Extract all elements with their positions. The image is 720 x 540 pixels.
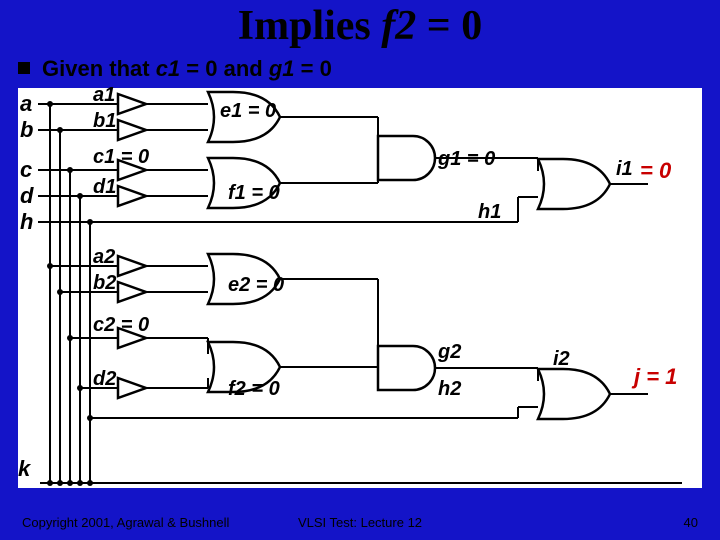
sig-b2: b2 bbox=[93, 272, 116, 295]
footer-right: 40 bbox=[684, 515, 698, 530]
sig-g2: g2 bbox=[438, 341, 461, 364]
sig-h1: h1 bbox=[478, 201, 501, 224]
sig-h2: h2 bbox=[438, 378, 461, 401]
sig-f2: f2 = 0 bbox=[228, 378, 280, 401]
sig-e1: e1 = 0 bbox=[220, 100, 276, 123]
sig-i2: i2 bbox=[553, 348, 570, 371]
sig-a1: a1 bbox=[93, 84, 115, 107]
input-h: h bbox=[20, 209, 33, 235]
title-post: = 0 bbox=[416, 3, 482, 49]
title-pre: Implies bbox=[238, 3, 382, 49]
sig-c2: c2 = 0 bbox=[93, 314, 149, 337]
sig-c1: c1 = 0 bbox=[93, 146, 149, 169]
sig-g1: g1 = 0 bbox=[438, 148, 495, 171]
input-k: k bbox=[18, 456, 30, 482]
sub-em2: g1 bbox=[269, 56, 295, 81]
bullet-icon bbox=[18, 62, 30, 74]
title-em: f2 bbox=[381, 3, 416, 49]
subtitle: Given that c1 = 0 and g1 = 0 bbox=[42, 56, 332, 82]
input-c: c bbox=[20, 157, 32, 183]
out-j: j = 1 bbox=[634, 364, 677, 390]
sig-b1: b1 bbox=[93, 110, 116, 133]
sub-mid: = 0 and bbox=[180, 56, 269, 81]
input-b: b bbox=[20, 117, 33, 143]
sig-d2: d2 bbox=[93, 368, 116, 391]
input-d: d bbox=[20, 183, 33, 209]
circuit-diagram: a b c d h k a1 b1 c1 = 0 d1 a2 b2 c2 = 0… bbox=[18, 88, 702, 488]
sig-i1: i1 bbox=[616, 158, 633, 181]
slide-title: Implies f2 = 0 bbox=[0, 2, 720, 50]
input-a: a bbox=[20, 91, 32, 117]
sub-pre: Given that bbox=[42, 56, 156, 81]
sig-a2: a2 bbox=[93, 246, 115, 269]
sig-e2: e2 = 0 bbox=[228, 274, 284, 297]
sub-em1: c1 bbox=[156, 56, 180, 81]
out-i1: = 0 bbox=[640, 158, 671, 184]
sig-f1: f1 = 0 bbox=[228, 182, 280, 205]
footer-center: VLSI Test: Lecture 12 bbox=[0, 515, 720, 530]
sub-post: = 0 bbox=[295, 56, 332, 81]
sig-d1: d1 bbox=[93, 176, 116, 199]
